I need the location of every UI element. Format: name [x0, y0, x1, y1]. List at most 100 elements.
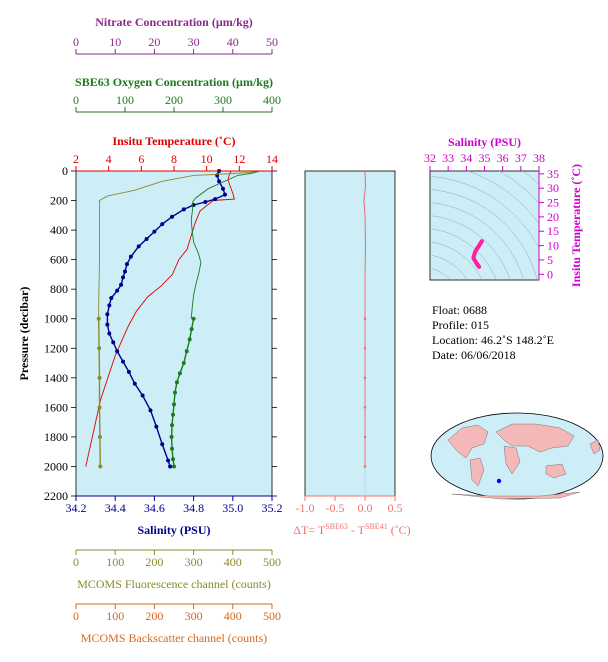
- axis-tick-label: 200: [165, 93, 183, 107]
- delta-label-superscript: SBE63: [325, 522, 348, 531]
- salinity-data-point: [221, 186, 225, 191]
- axis-label: MCOMS Fluorescence channel (counts): [77, 577, 271, 591]
- salinity-data-point: [109, 296, 114, 301]
- theta-salinity-series: [471, 239, 484, 269]
- oxygen-data-point: [187, 337, 192, 342]
- ts-temperature-tick-label: 25: [547, 196, 559, 210]
- ts-salinity-tick-label: 34: [460, 151, 472, 165]
- map-africa: [503, 445, 521, 475]
- pressure-tick-label: 1200: [44, 341, 68, 355]
- pressure-tick-label: 600: [50, 253, 68, 267]
- salinity-data-point: [128, 254, 133, 259]
- pressure-tick-label: 200: [50, 194, 68, 208]
- oxygen-data-point: [184, 349, 189, 354]
- salinity-data-point: [222, 192, 227, 197]
- pressure-tick-label: 2000: [44, 459, 68, 473]
- delta-label-text: (˚C): [388, 523, 411, 537]
- salinity-axis: 34.2 34.4 34.6 34.8 35.0 35.2 Salinity (PSU): [66, 495, 283, 537]
- salinity-data-point: [111, 340, 116, 345]
- axis-tick-label: 300: [214, 93, 232, 107]
- axis-tick-label: 35.2: [262, 501, 283, 515]
- ts-salinity-tick-label: 37: [515, 151, 527, 165]
- axis-tick-label: 50: [266, 35, 278, 49]
- fluorescence-axis: 0 100 200 300 400 500 MCOMS Fluorescence chann…: [73, 549, 281, 591]
- oxygen-data-point: [169, 434, 174, 439]
- axis-tick-label: 0: [73, 609, 79, 623]
- delta-data-point: [363, 435, 367, 439]
- salinity-data-point: [107, 331, 112, 336]
- oxygen-data-point: [170, 446, 175, 451]
- world-map: [430, 412, 604, 500]
- delta-label-text: - T: [348, 523, 366, 537]
- map-australia: [545, 463, 567, 479]
- axis-tick-label: 10: [201, 152, 213, 166]
- ts-data-point: [473, 249, 478, 254]
- pressure-tick-label: 1800: [44, 430, 68, 444]
- float-location: Location: 46.2˚S 148.2˚E: [432, 333, 554, 347]
- main-profile-panel: 0 200 400 600 800 1000 1200 1400 1600 1800 2000 220…: [17, 164, 277, 503]
- ts-data-point: [479, 239, 484, 244]
- salinity-data-point: [136, 244, 141, 249]
- salinity-data-point: [217, 179, 222, 184]
- delta-data-point: [363, 406, 367, 409]
- oxygen-profile-line: [190, 170, 260, 319]
- ts-salinity-tick-label: 33: [442, 151, 454, 165]
- ts-salinity-tick-label: 32: [424, 151, 436, 165]
- pressure-axis-label: Pressure (decibar): [17, 287, 31, 381]
- pressure-axis: 0 200 400 600 800 1000 1200 1400 1600 1800 2000 220…: [17, 164, 277, 503]
- ts-temperature-tick-label: 30: [547, 181, 559, 195]
- fluorescence-data-point: [96, 316, 101, 321]
- axis-tick-label: 0: [73, 93, 79, 107]
- float-location-marker: [496, 478, 502, 484]
- axis-tick-label: 100: [106, 609, 124, 623]
- axis-tick-label: 10: [109, 35, 121, 49]
- delta-axis-tick-label: 0.0: [358, 501, 373, 515]
- oxygen-data-point: [189, 327, 194, 332]
- ts-temperature-tick-label: 35: [547, 167, 559, 181]
- pressure-tick-label: 2200: [44, 489, 68, 503]
- axis-tick-label: 300: [185, 609, 203, 623]
- ts-temperature-tick-label: 20: [547, 210, 559, 224]
- ts-salinity-tick-label: 36: [497, 151, 509, 165]
- axis-tick-label: 500: [263, 609, 281, 623]
- ts-temperature-tick-label: 0: [547, 267, 553, 281]
- axis-tick-label: 4: [106, 152, 112, 166]
- salinity-data-point: [160, 442, 165, 447]
- axis-tick-label: 12: [233, 152, 245, 166]
- fluorescence-data-point: [98, 464, 103, 469]
- salinity-data-point: [121, 359, 126, 364]
- backscatter-axis: 0 100 200 300 400 500 MCOMS Backscatter channe…: [73, 603, 281, 645]
- delta-data-point: [363, 465, 367, 468]
- salinity-data-point: [123, 269, 127, 274]
- axis-label: MCOMS Backscatter channel (counts): [81, 631, 267, 645]
- delta-data-point: [363, 346, 367, 350]
- oxygen-axis: 0 100 200 300 400 SBE63 Oxygen Concentration …: [73, 75, 281, 113]
- axis-tick-label: 100: [106, 555, 124, 569]
- oxygen-data-point: [170, 423, 175, 428]
- delta-axis-tick-label: -1.0: [296, 501, 315, 515]
- float-info-block: Float: 0688 Profile: 015 Location: 46.2˚…: [432, 303, 554, 363]
- axis-tick-label: 200: [145, 609, 163, 623]
- axis-tick-label: 100: [116, 93, 134, 107]
- theta-salinity-panel: Salinity (PSU) 32 33 34 35 36 37 38 051015202530…: [424, 135, 583, 287]
- axis-tick-label: 8: [171, 152, 177, 166]
- salinity-data-point: [140, 393, 145, 398]
- axis-tick-label: 35.0: [222, 501, 243, 515]
- axis-label: SBE63 Oxygen Concentration (µm/kg): [75, 75, 273, 89]
- nitrate-axis: 0 10 20 30 40 50 Nitrate Concentration (µm/kg): [73, 15, 278, 55]
- pressure-tick-label: 1600: [44, 400, 68, 414]
- ts-data-point: [477, 243, 482, 248]
- temperature-profile-line: [85, 170, 235, 467]
- pressure-tick-label: 0: [62, 164, 68, 178]
- fluorescence-data-point: [97, 375, 102, 380]
- ts-salinity-tick-label: 35: [479, 151, 491, 165]
- map-eurasia: [495, 423, 575, 453]
- axis-label: Nitrate Concentration (µm/kg): [95, 15, 253, 29]
- axis-tick-label: 20: [148, 35, 160, 49]
- delta-temperature-panel: -1.0 -0.5 0.0 0.5 ΔT= TSBE63 - TSBE41 (˚C): [293, 170, 411, 537]
- ts-temperature-axis-label: Insitu Temperature (˚C): [569, 164, 583, 287]
- ts-salinity-tick-label: 38: [533, 151, 545, 165]
- axis-label: Insitu Temperature (˚C): [112, 134, 235, 148]
- salinity-data-point: [160, 222, 165, 227]
- fluorescence-data-point: [97, 434, 102, 439]
